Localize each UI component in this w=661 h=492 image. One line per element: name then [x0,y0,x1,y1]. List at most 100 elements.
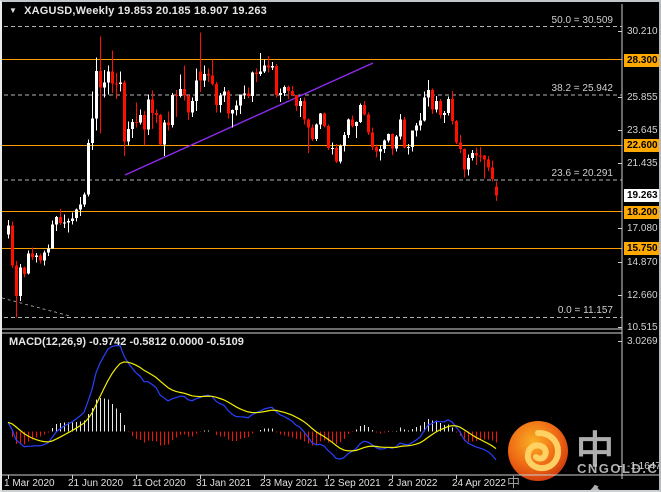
candle-body [7,225,10,235]
candle-body [455,121,458,143]
candle-body [219,95,222,105]
candle-body [271,66,274,68]
candle-body [111,71,114,84]
candle-body [39,255,42,261]
candle-body [159,114,162,145]
chart-title: ▼ XAGUSD,Weekly 19.853 20.185 18.907 19.2… [9,5,267,17]
candle-body [383,140,386,149]
candle-body [347,119,350,135]
candle-body [391,134,394,149]
candle-body [371,132,374,148]
candle-body [267,65,270,68]
candle-body [315,124,318,139]
candle-body [215,83,218,105]
candle-body [247,93,250,97]
macd-indicator-label: MACD(12,26,9) -0.9742 -0.5812 0.0000 -0.… [9,336,244,348]
time-axis-label: 11 Oct 2020 [132,478,186,489]
time-axis-label: 21 Jun 2020 [68,478,124,489]
candle-body [287,86,290,91]
candle-body [275,66,278,95]
candle-body [411,130,414,148]
candle-body [87,142,90,195]
candle-body [435,101,438,110]
watermark-brand: 中金网 [576,430,617,490]
candle-body [255,72,258,74]
candle-body [487,159,490,168]
candle-body [327,125,330,148]
candle-body [211,75,214,84]
candle-body [375,147,378,152]
candle-body [331,147,334,149]
candle-body [223,91,226,96]
candle-body [463,149,466,170]
candle-body [443,113,446,115]
candle-body [91,118,94,143]
candle-body [419,120,422,126]
candle-body [15,265,18,296]
candle-body [27,253,30,274]
candle-body [407,147,410,149]
fib-level-label: 38.2 = 25.942 [551,83,613,94]
candle-body [207,73,210,76]
chart-title-text: XAGUSD,Weekly 19.853 20.185 18.907 19.26… [24,5,267,17]
price-axis-label: 18.200 [624,206,659,219]
candle-body [143,115,146,130]
candle-body [95,71,98,119]
candle-body [439,101,442,115]
price-axis-label: 15.750 [624,242,659,255]
time-axis-label: 12 Sep 2021 [324,478,381,489]
macd-histogram [8,398,497,446]
candle-body [251,72,254,97]
candle-body [187,95,190,113]
candle-body [351,119,354,126]
horizontal-level-lines [2,59,622,249]
candle-body [491,167,494,180]
candle-body [67,221,70,223]
candle-body [59,216,62,224]
candle-body [155,112,158,115]
candle-body [83,194,86,205]
candle-body [495,186,498,196]
candle-body [127,128,130,142]
symbol-dropdown-icon[interactable]: ▼ [9,6,18,15]
candle-body [243,93,246,95]
candle-body [367,114,370,133]
candle-body [11,225,14,266]
candle-body [227,91,230,114]
candle-body [471,152,474,158]
macd-lines [7,344,497,461]
candle-body [403,119,406,148]
candle-body [467,158,470,170]
fib-retracement-lines [2,26,622,318]
candle-body [359,104,362,122]
candle-body [379,148,382,152]
price-axis-label: 30.210 [627,26,658,37]
price-axis-label: 17.080 [627,223,658,234]
candle-body [343,134,346,147]
price-axis-label: -1.1647 [627,461,661,472]
candle-body [167,122,170,126]
candle-body [195,80,198,101]
candle-body [115,83,118,85]
candle-body [291,90,294,96]
candle-body [139,115,142,123]
candle-body [307,119,310,128]
axes [2,4,659,479]
time-axis-label: 23 May 2021 [260,478,318,489]
candle-body [363,104,366,115]
time-axis-label: 2 Jan 2022 [388,478,438,489]
price-axis-label: 22.600 [624,139,659,152]
candle-body [47,248,50,253]
candle-body [51,224,54,249]
candle-body [179,89,182,96]
candle-body [459,142,462,150]
candle-body [123,82,126,142]
candle-body [483,155,486,160]
candle-body [395,136,398,149]
candle-body [231,110,234,114]
candle-body [479,155,482,157]
watermark-tagline: 中 文 财 经 新 媒 体 [507,475,528,490]
candle-body [311,127,314,139]
candle-body [191,101,194,113]
